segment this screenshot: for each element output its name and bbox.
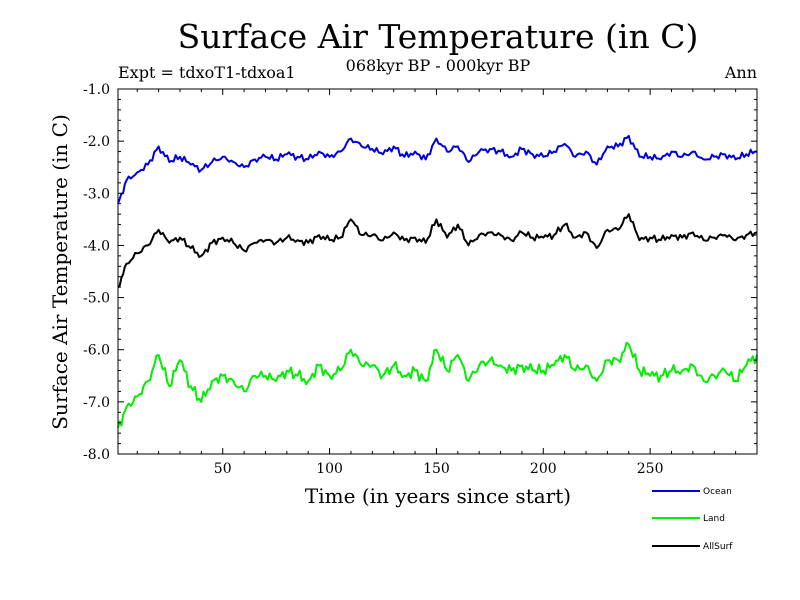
legend-label-land: Land bbox=[703, 514, 725, 524]
legend-label-ocean: Ocean bbox=[703, 487, 732, 497]
chart-subtitle: 068kyr BP - 000kyr BP bbox=[346, 56, 531, 75]
y-axis-label: Surface Air Temperature (in C) bbox=[48, 114, 72, 430]
y-ticks: -1.0 -2.0 -3.0 -4.0 -5.0 -6.0 -7.0 -8.0 bbox=[83, 82, 757, 463]
series-layer bbox=[117, 134, 758, 429]
y-tick-label: -4.0 bbox=[83, 238, 110, 254]
experiment-label: Expt = tdxoT1-tdxoa1 bbox=[118, 63, 296, 82]
x-tick-label: 50 bbox=[214, 461, 232, 477]
y-tick-label: -2.0 bbox=[83, 134, 110, 150]
x-tick-label: 250 bbox=[637, 461, 664, 477]
legend: Ocean Land AllSurf bbox=[652, 487, 733, 552]
x-tick-label: 100 bbox=[316, 461, 343, 477]
y-tick-label: -3.0 bbox=[83, 186, 110, 202]
plot-frame bbox=[117, 88, 758, 455]
legend-label-allsurf: AllSurf bbox=[703, 542, 733, 552]
y-tick-label: -1.0 bbox=[83, 82, 110, 98]
season-label: Ann bbox=[724, 63, 757, 82]
y-tick-label: -6.0 bbox=[83, 343, 110, 359]
x-axis-label: Time (in years since start) bbox=[305, 484, 571, 508]
x-ticks: 50 100 150 200 250 bbox=[136, 89, 758, 477]
y-tick-label: -7.0 bbox=[83, 395, 110, 411]
y-tick-label: -5.0 bbox=[83, 291, 110, 307]
chart-title: Surface Air Temperature (in C) bbox=[178, 17, 699, 56]
y-tick-label: -8.0 bbox=[83, 447, 110, 463]
x-tick-label: 200 bbox=[530, 461, 557, 477]
series-line-land bbox=[117, 341, 758, 429]
series-line-ocean bbox=[117, 134, 757, 205]
x-tick-label: 150 bbox=[423, 461, 450, 477]
series-line-allsurf bbox=[117, 213, 758, 288]
